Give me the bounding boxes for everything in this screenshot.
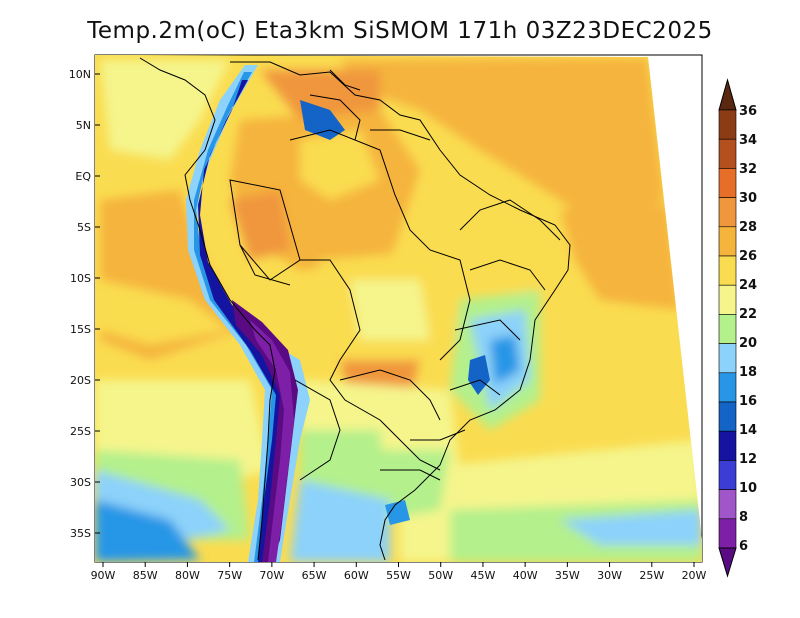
colorbar-segment (718, 430, 737, 461)
colorbar-label: 6 (739, 539, 748, 554)
colorbar-segment (718, 489, 737, 520)
colorbar-segment (718, 197, 737, 228)
lon-tick-label: 50W (428, 569, 453, 582)
lat-tick-label: EQ (75, 170, 91, 183)
colorbar-segment (718, 401, 737, 432)
lat-tick-label: 10N (69, 68, 91, 81)
lon-tick-label: 70W (259, 569, 284, 582)
temperature-field (95, 55, 702, 562)
lon-tick-label: 20W (682, 569, 707, 582)
colorbar-label: 26 (739, 249, 757, 264)
colorbar-segment (718, 284, 737, 315)
lon-tick-label: 60W (344, 569, 369, 582)
longitude-axis: 90W 85W 80W 75W 70W 65W 60W 55W 50W 45W 40W 35W 30W 2… (91, 562, 707, 582)
colorbar-label: 18 (739, 365, 757, 380)
colorbar-bottom-arrow (718, 547, 737, 578)
lat-tick-label: 5N (76, 119, 91, 132)
colorbar-label: 34 (739, 133, 757, 148)
lat-tick-label: 20S (70, 374, 91, 387)
lon-tick-label: 65W (302, 569, 327, 582)
lon-tick-label: 90W (91, 569, 116, 582)
lon-tick-label: 75W (217, 569, 242, 582)
colorbar-label: 32 (739, 162, 757, 177)
lon-tick-label: 25W (639, 569, 664, 582)
colorbar-segment (718, 109, 737, 140)
lon-tick-label: 80W (175, 569, 200, 582)
colorbar-segment (718, 168, 737, 198)
colorbar-segment (718, 226, 737, 257)
lon-tick-label: 85W (133, 569, 158, 582)
colorbar-segment (718, 372, 737, 403)
lat-tick-label: 15S (70, 323, 91, 336)
lat-tick-label: 25S (70, 425, 91, 438)
colorbar-label: 12 (739, 452, 757, 467)
colorbar-segment (718, 314, 737, 344)
lat-tick-label: 35S (70, 527, 91, 540)
lon-tick-label: 30W (597, 569, 622, 582)
colorbar-segment (718, 255, 737, 286)
country-borders (139, 57, 571, 561)
colorbar-label: 24 (739, 278, 757, 293)
lon-tick-label: 35W (555, 569, 580, 582)
colorbar-label: 14 (739, 423, 757, 438)
lon-tick-label: 45W (470, 569, 495, 582)
colorbar-segment (718, 343, 737, 374)
colorbar-label: 22 (739, 307, 757, 322)
colorbar-segment (718, 138, 737, 169)
colorbar: 6 8 10 12 14 16 18 20 22 24 26 28 30 32 34 36 (718, 78, 757, 578)
colorbar-segment (718, 460, 737, 490)
colorbar-label: 20 (739, 336, 757, 351)
latitude-axis: 10N 5N EQ 5S 10S 15S 20S 25S 30S 35S (69, 68, 100, 540)
lat-tick-label: 5S (77, 221, 91, 234)
colorbar-segment (718, 518, 737, 549)
colorbar-label: 36 (739, 104, 757, 119)
colorbar-label: 8 (739, 510, 748, 525)
map-title: Temp.2m(oC) Eta3km SiSMOM 171h 03Z23DEC2… (87, 18, 713, 44)
lat-tick-label: 30S (70, 476, 91, 489)
lon-tick-label: 40W (513, 569, 538, 582)
colorbar-label: 16 (739, 394, 757, 409)
colorbar-label: 30 (739, 191, 757, 206)
colorbar-label: 10 (739, 481, 757, 496)
colorbar-top-arrow (718, 78, 737, 111)
lon-tick-label: 55W (386, 569, 411, 582)
colorbar-label: 28 (739, 220, 757, 235)
lat-tick-label: 10S (70, 272, 91, 285)
